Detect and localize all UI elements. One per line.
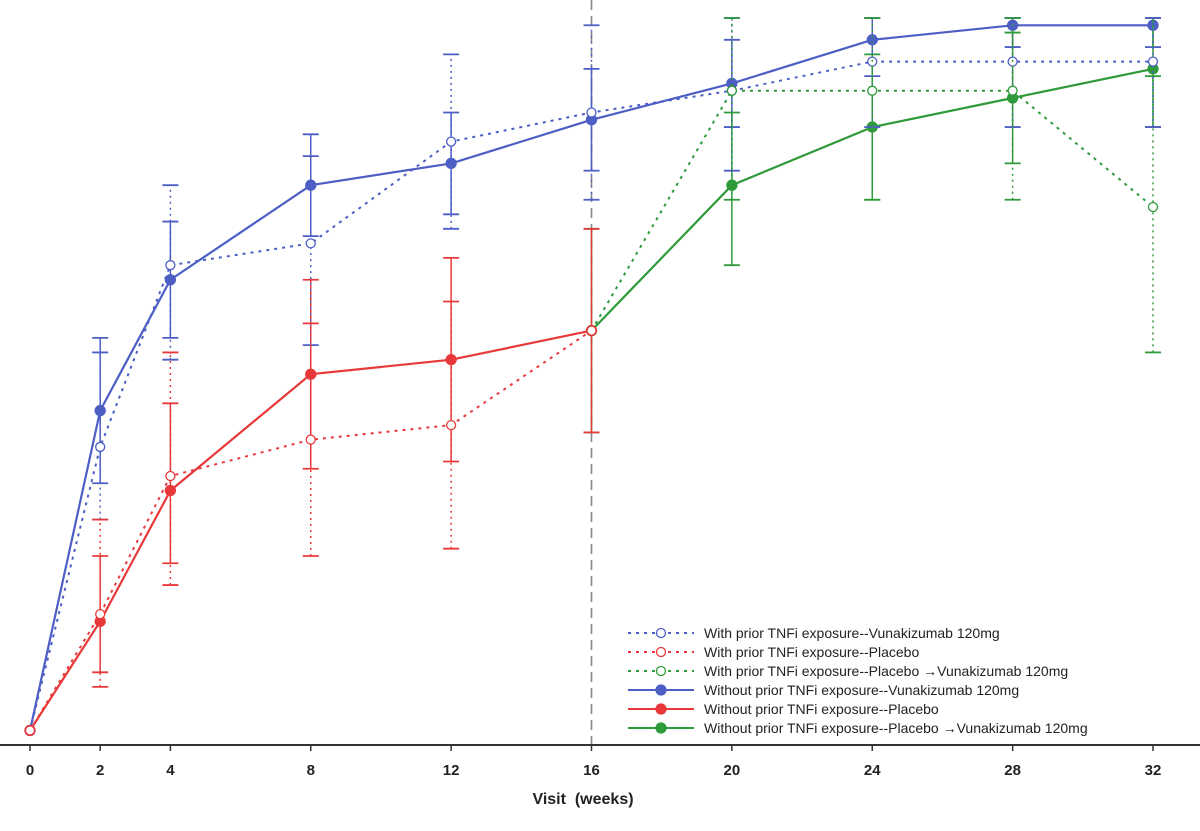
series-4 [24, 227, 600, 737]
marker-s2-p4 [1147, 201, 1159, 213]
x-tick-label-12: 12 [443, 762, 460, 779]
x-tick-label-20: 20 [724, 762, 741, 779]
legend-label-4: Without prior TNFi exposure--Placebo [704, 701, 939, 717]
legend: With prior TNFi exposure--Vunakizumab 12… [628, 625, 1088, 736]
marker-s3-p3 [305, 179, 317, 191]
legend-swatch-marker [655, 646, 667, 658]
legend-item-3: Without prior TNFi exposure--Vunakizumab… [628, 682, 1019, 698]
series-group [24, 17, 1161, 737]
legend-swatch-marker [655, 703, 667, 715]
errorbar-s0-p5 [583, 24, 600, 201]
marker-s0-p1 [95, 441, 106, 453]
legend-item-4: Without prior TNFi exposure--Placebo [628, 701, 939, 717]
x-tick-label-8: 8 [307, 762, 315, 779]
marker-s4-p2 [164, 484, 177, 497]
marker-s0-p2 [165, 260, 176, 271]
marker-s0-p3 [305, 238, 316, 249]
errorbar-s0-p9 [1145, 17, 1161, 128]
legend-item-2: With prior TNFi exposure--Placebo →Vunak… [628, 663, 1068, 679]
legend-item-1: With prior TNFi exposure--Placebo [628, 644, 919, 660]
marker-s1-p1 [95, 608, 106, 620]
marker-s1-p2 [165, 470, 176, 482]
errorbar-s0-p2 [162, 184, 179, 361]
marker-s0-p5 [586, 107, 597, 118]
legend-swatch-marker [655, 684, 667, 696]
x-tick-label-0: 0 [26, 762, 34, 779]
marker-s2-p3 [1007, 85, 1018, 96]
errorbar-s1-p3 [302, 322, 319, 557]
legend-item-5: Without prior TNFi exposure--Placebo →Vu… [628, 720, 1088, 736]
x-axis: 0 2 4 8 12 16 20 24 28 32 [0, 744, 1200, 779]
x-tick-label-28: 28 [1004, 762, 1021, 779]
x-tick-label-16: 16 [583, 762, 600, 779]
legend-label-0: With prior TNFi exposure--Vunakizumab 12… [704, 625, 1000, 641]
legend-item-0: With prior TNFi exposure--Vunakizumab 12… [628, 625, 1000, 641]
x-axis-title: Visit (weeks) [532, 791, 633, 808]
errorbar-s2-p3 [1004, 17, 1021, 201]
x-tick-label-2: 2 [96, 762, 104, 779]
marker-s0-p4 [445, 136, 457, 147]
legend-label-5: Without prior TNFi exposure--Placebo →Vu… [704, 720, 1088, 736]
series-line-0 [29, 60, 1153, 731]
x-tick-label-32: 32 [1145, 762, 1162, 779]
x-tick-label-4: 4 [166, 762, 175, 779]
marker-s2-p1 [726, 85, 738, 96]
marker-s4-p4 [445, 354, 457, 366]
errorbar-s2-p1 [723, 17, 740, 201]
errorbar-s1-p4 [443, 300, 460, 550]
marker-s0-p9 [1147, 56, 1159, 67]
errorbar-s1-p2 [162, 351, 179, 586]
legend-swatch-marker [655, 665, 667, 677]
marker-s1-p3 [305, 434, 316, 445]
marker-s3-p7 [866, 34, 878, 46]
errorbar-s2-p4 [1145, 75, 1161, 354]
series-1 [24, 300, 597, 736]
errorbar-s0-p4 [443, 53, 460, 230]
series-2 [586, 17, 1161, 354]
series-5 [583, 17, 1161, 434]
errorbar-s2-p2 [864, 17, 881, 201]
legend-label-1: With prior TNFi exposure--Placebo [704, 644, 919, 660]
marker-s2-p2 [867, 85, 878, 96]
legend-swatch-marker [655, 627, 667, 639]
errorbar-s1-p1 [92, 518, 109, 688]
series-line-1 [29, 329, 593, 732]
x-tick-label-24: 24 [864, 762, 881, 779]
legend-swatch-marker [655, 722, 667, 734]
marker-s1-p4 [445, 419, 457, 431]
series-line-3 [28, 24, 1153, 731]
marker-s1-p5 [586, 325, 597, 336]
legend-label-2: With prior TNFi exposure--Placebo →Vunak… [704, 663, 1068, 679]
marker-s1-p0 [24, 725, 36, 736]
legend-label-3: Without prior TNFi exposure--Vunakizumab… [704, 682, 1019, 698]
series-line-4 [29, 329, 592, 732]
